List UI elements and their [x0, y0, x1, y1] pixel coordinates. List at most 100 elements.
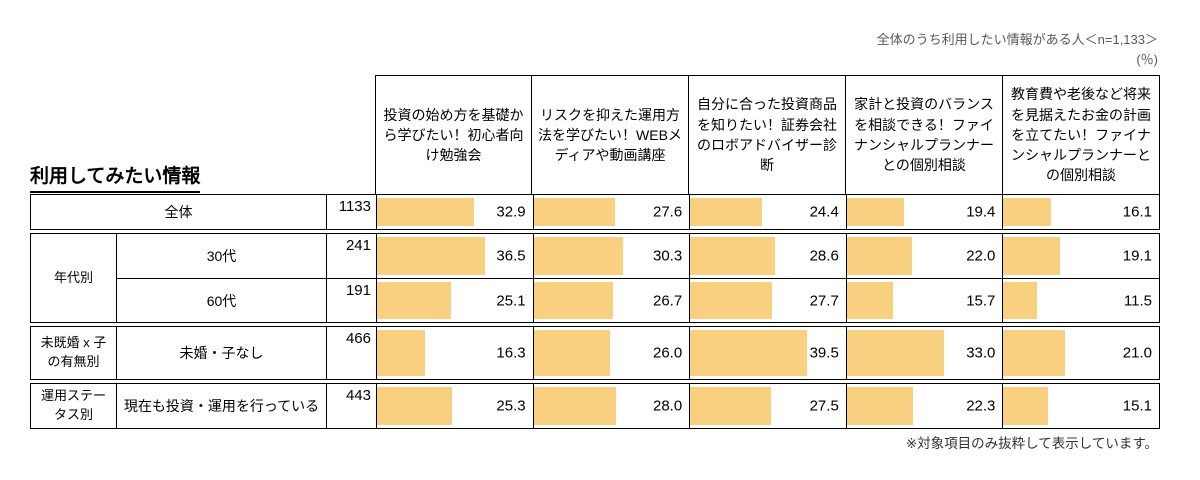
column-header: リスクを抑えた運用方法を学びたい！WEBメディアや動画講座 — [532, 75, 689, 195]
value-bar — [1003, 237, 1060, 275]
value-bar — [533, 387, 617, 425]
bar-cell: 15.1 — [1002, 384, 1159, 428]
bar-cell: 26.7 — [532, 278, 690, 322]
value-label: 22.3 — [966, 397, 996, 415]
value-label: 27.7 — [809, 292, 839, 309]
bar-cell: 15.7 — [845, 278, 1003, 322]
chart-table: 投資の始め方を基礎から学びたい！初心者向け勉強会 リスクを抑えた運用方法を学びたい… — [30, 75, 1160, 429]
bar-cell: 19.1 — [1002, 234, 1159, 278]
value-label: 15.7 — [966, 292, 996, 309]
column-header: 投資の始め方を基礎から学びたい！初心者向け勉強会 — [375, 75, 532, 195]
row-label: 30代 — [116, 234, 326, 278]
column-header: 自分に合った投資商品を知りたい！証券会社のロボアドバイザー診断 — [689, 75, 846, 195]
sample-note-line1: 全体のうち利用したい情報がある人＜n=1,133＞ — [876, 32, 1158, 47]
value-label: 11.5 — [1123, 292, 1152, 309]
value-label: 26.7 — [652, 292, 683, 309]
value-bar — [1003, 387, 1049, 425]
header-row: 投資の始め方を基礎から学びたい！初心者向け勉強会 リスクを抑えた運用方法を学びたい… — [30, 75, 1160, 195]
value-bar — [377, 330, 426, 376]
value-label: 28.0 — [652, 397, 683, 415]
bar-cell: 27.6 — [532, 195, 690, 229]
column-header: 家計と投資のバランスを相談できる！ファイナンシャルプランナーとの個別相談 — [846, 75, 1003, 195]
value-label: 39.5 — [809, 344, 839, 362]
bar-cell: 19.4 — [845, 195, 1003, 229]
row-label: 全体 — [164, 204, 193, 220]
table-section: 未既婚 x 子の有無別 未婚・子なし 466 16.3 26.0 39.5 33.0 21.0 — [30, 326, 1160, 380]
value-bar — [533, 237, 624, 275]
row-label: 60代 — [116, 278, 326, 322]
value-bar — [846, 330, 945, 376]
header-spacer — [30, 75, 375, 195]
value-bar — [690, 198, 763, 226]
value-label: 26.0 — [652, 344, 683, 362]
value-bar — [846, 198, 905, 226]
value-label: 32.9 — [496, 203, 526, 221]
n-value: 466 — [326, 327, 376, 379]
group-label: 運用ステータス別 — [40, 388, 106, 422]
bar-cell: 27.7 — [689, 278, 846, 322]
value-bar — [846, 282, 894, 319]
table-body: 全体 1133 32.9 27.6 24.4 19.4 16.1 年代別 30代 241 36.5 3… — [30, 194, 1160, 429]
bar-cell: 16.3 — [376, 327, 533, 379]
value-label: 16.1 — [1122, 203, 1152, 221]
value-label: 30.3 — [652, 247, 683, 265]
row-label: 現在も投資・運用を行っている — [116, 384, 326, 428]
value-label: 22.0 — [966, 247, 996, 265]
value-label: 24.4 — [809, 203, 839, 221]
bar-cell: 30.3 — [532, 234, 690, 278]
bar-cell: 28.0 — [532, 384, 690, 428]
value-bar — [533, 282, 613, 319]
bar-cell: 25.1 — [376, 278, 533, 322]
value-bar — [377, 282, 452, 319]
bar-cell: 22.0 — [845, 234, 1003, 278]
value-label: 36.5 — [496, 247, 526, 265]
column-header: 教育費や老後など将来を見据えたお金の計画を立てたい！ファイナンシャルプランナーと… — [1003, 75, 1160, 195]
group-label: 未既婚 x 子の有無別 — [40, 335, 107, 369]
group-label: 年代別 — [53, 269, 93, 285]
value-label: 21.0 — [1122, 344, 1152, 362]
bar-cell: 39.5 — [689, 327, 846, 379]
n-value: 191 — [326, 278, 376, 322]
bar-cell: 36.5 — [376, 234, 533, 278]
row-label: 未婚・子なし — [116, 327, 326, 379]
bar-cell: 25.3 — [376, 384, 533, 428]
table-section: 運用ステータス別 現在も投資・運用を行っている 443 25.3 28.0 27.5 22.… — [30, 383, 1160, 429]
bar-cell: 28.6 — [689, 234, 846, 278]
value-bar — [1003, 282, 1038, 319]
value-bar — [846, 387, 913, 425]
value-label: 27.6 — [652, 203, 683, 221]
footnote: ※対象項目のみ抜粋して表示しています。 — [905, 436, 1158, 451]
sample-note: 全体のうち利用したい情報がある人＜n=1,133＞ (％) — [877, 30, 1158, 70]
table-section: 全体 1133 32.9 27.6 24.4 19.4 16.1 — [30, 194, 1160, 230]
value-label: 15.1 — [1122, 397, 1152, 415]
table-section: 年代別 30代 241 36.5 30.3 28.6 22.0 19.1 60代 191 25.1 2… — [30, 233, 1160, 323]
page-title: 利用してみたい情報 — [30, 161, 201, 193]
bar-cell: 26.0 — [532, 327, 690, 379]
value-label: 28.6 — [809, 247, 839, 265]
value-label: 25.1 — [496, 292, 526, 309]
value-bar — [377, 198, 475, 226]
unit-label: (％) — [1136, 52, 1158, 68]
bar-cell: 21.0 — [1002, 327, 1159, 379]
bar-cell: 33.0 — [845, 327, 1003, 379]
value-bar — [533, 198, 616, 226]
value-label: 33.0 — [966, 344, 996, 362]
bar-cell: 16.1 — [1002, 195, 1159, 229]
value-bar — [1003, 198, 1051, 226]
value-bar — [533, 330, 611, 376]
n-value: 443 — [326, 384, 376, 428]
value-bar — [690, 387, 772, 425]
bar-cell: 27.5 — [689, 384, 846, 428]
value-label: 19.4 — [966, 203, 996, 221]
value-label: 16.3 — [496, 344, 526, 362]
value-bar — [690, 282, 773, 319]
n-value: 1133 — [326, 195, 376, 229]
value-bar — [690, 237, 775, 275]
value-bar — [377, 237, 485, 275]
value-bar — [690, 330, 807, 376]
value-bar — [1003, 330, 1066, 376]
value-label: 19.1 — [1122, 247, 1152, 265]
bar-cell: 24.4 — [689, 195, 846, 229]
value-label: 25.3 — [496, 397, 526, 415]
